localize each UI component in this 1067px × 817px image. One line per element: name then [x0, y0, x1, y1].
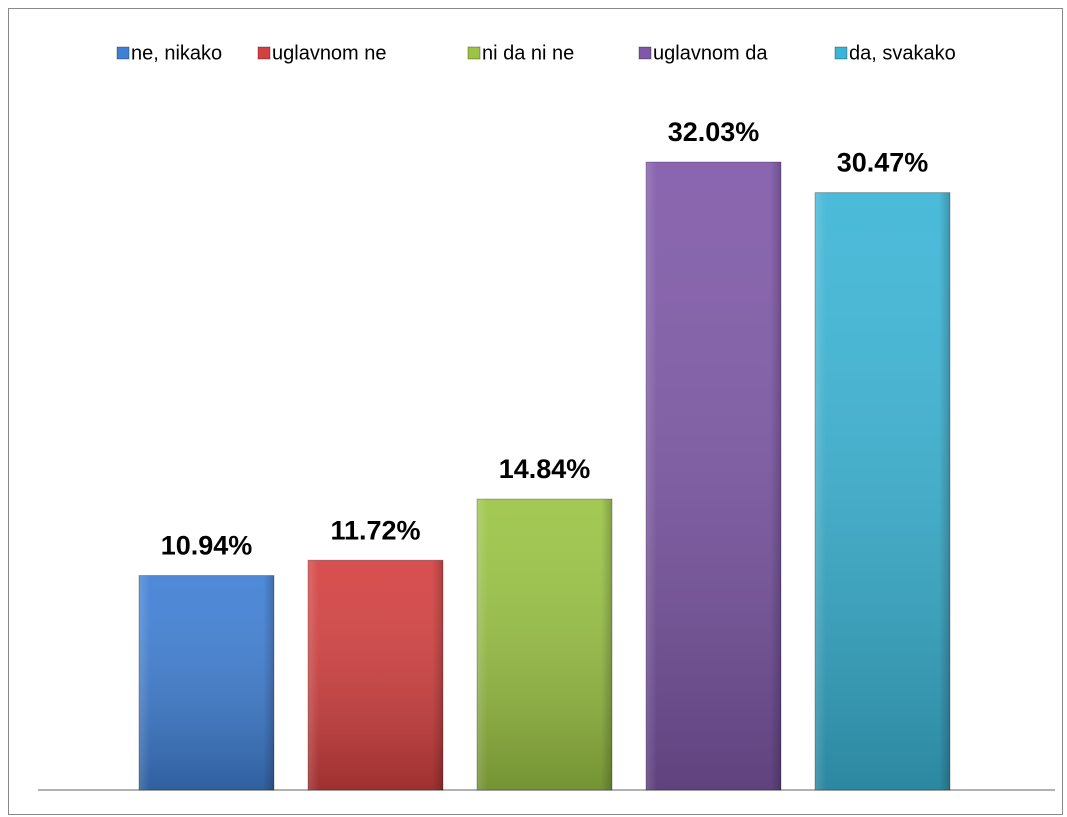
- legend-swatch: [116, 46, 130, 60]
- legend-swatch: [834, 46, 848, 60]
- value-label: 11.72%: [330, 515, 420, 545]
- value-label: 10.94%: [161, 531, 253, 561]
- bar-bevel: [307, 559, 444, 791]
- legend-label: uglavnom ne: [272, 42, 387, 64]
- value-label: 32.03%: [668, 117, 760, 147]
- bar-bevel: [645, 161, 782, 791]
- legend-swatch: [257, 46, 271, 60]
- bar-bevel: [138, 575, 275, 791]
- legend-label: da, svakako: [849, 42, 956, 64]
- bar-bevel: [814, 192, 951, 791]
- value-label: 14.84%: [499, 454, 591, 484]
- value-label: 30.47%: [837, 148, 929, 178]
- legend-swatch: [467, 46, 481, 60]
- legend-label: uglavnom da: [653, 42, 768, 64]
- bar-bevel: [476, 498, 613, 791]
- chart-frame: [8, 8, 1063, 815]
- legend-label: ne, nikako: [131, 42, 222, 64]
- legend-swatch: [638, 46, 652, 60]
- legend-label: ni da ni ne: [482, 42, 574, 64]
